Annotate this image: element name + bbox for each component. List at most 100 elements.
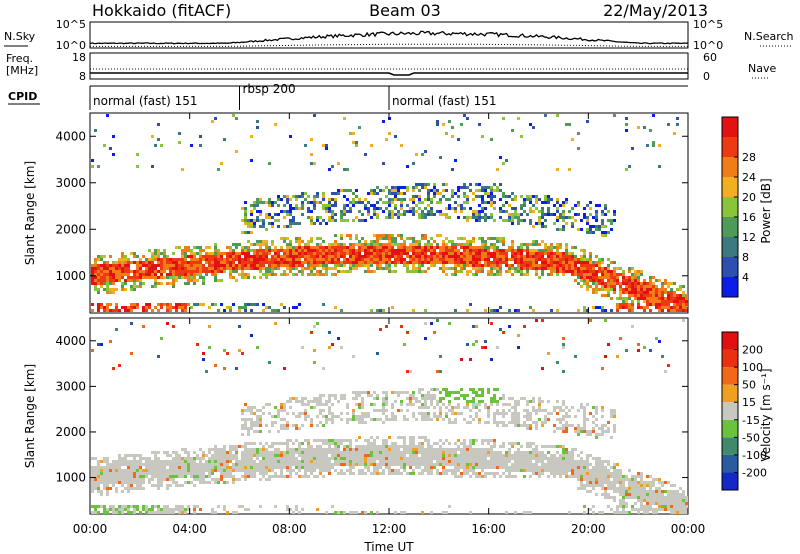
heatmap-cell: [409, 210, 412, 213]
heatmap-cell: [148, 457, 151, 460]
heatmap-cell: [442, 472, 445, 475]
heatmap-cell: [475, 463, 478, 466]
heatmap-cell: [562, 225, 565, 228]
heatmap-cell: [409, 258, 412, 261]
heatmap-cell: [313, 273, 316, 276]
heatmap-cell: [355, 249, 358, 252]
heatmap-cell: [424, 406, 427, 409]
heatmap-cell: [478, 255, 481, 258]
heatmap-cell: [472, 466, 475, 469]
heatmap-cell: [325, 252, 328, 255]
heatmap-cell: [289, 207, 292, 210]
heatmap-cell: [268, 258, 271, 261]
heatmap-cell: [595, 276, 598, 279]
heatmap-cell: [187, 267, 190, 270]
heatmap-cell: [454, 442, 457, 445]
heatmap-cell: [412, 439, 415, 442]
heatmap-cell: [391, 412, 394, 415]
heatmap-cell: [367, 415, 370, 418]
heatmap-cell: [418, 201, 421, 204]
heatmap-cell: [100, 460, 103, 463]
heatmap-cell: [640, 288, 643, 291]
heatmap-cell: [517, 451, 520, 454]
heatmap-cell: [349, 418, 352, 421]
heatmap-cell: [187, 279, 190, 282]
heatmap-cell: [370, 511, 373, 514]
heatmap-cell: [562, 210, 565, 213]
heatmap-cell: [643, 306, 646, 309]
heatmap-cell: [445, 213, 448, 216]
heatmap-cell: [424, 246, 427, 249]
heatmap-cell: [220, 454, 223, 457]
heatmap-cell: [250, 412, 253, 415]
heatmap-cell: [406, 252, 409, 255]
heatmap-cell: [184, 255, 187, 258]
heatmap-cell: [232, 243, 235, 246]
heatmap-cell: [295, 240, 298, 243]
heatmap-cell: [499, 237, 502, 240]
heatmap-cell: [109, 508, 112, 511]
heatmap-cell: [439, 391, 442, 394]
heatmap-cell: [313, 463, 316, 466]
heatmap-cell: [559, 204, 562, 207]
heatmap-cell: [328, 400, 331, 403]
heatmap-cell: [223, 463, 226, 466]
heatmap-cell: [385, 418, 388, 421]
heatmap-cell: [178, 303, 181, 306]
heatmap-cell: [400, 207, 403, 210]
heatmap-cell: [409, 472, 412, 475]
heatmap-cell: [193, 270, 196, 273]
heatmap-cell: [376, 234, 379, 237]
heatmap-cell: [244, 457, 247, 460]
heatmap-cell: [460, 270, 463, 273]
heatmap-cell: [214, 249, 217, 252]
heatmap-cell: [508, 451, 511, 454]
heatmap-cell: [256, 243, 259, 246]
heatmap-cell: [259, 409, 262, 412]
heatmap-cell: [376, 409, 379, 412]
heatmap-cell: [454, 448, 457, 451]
heatmap-cell: [190, 258, 193, 261]
heatmap-cell: [625, 297, 628, 300]
heatmap-cell: [424, 412, 427, 415]
heatmap-cell: [181, 475, 184, 478]
heatmap-cell: [292, 207, 295, 210]
heatmap-cell: [295, 306, 298, 309]
heatmap-cell: [211, 255, 214, 258]
noise-sky-line: [89, 30, 689, 45]
heatmap-cell: [340, 454, 343, 457]
heatmap-cell: [403, 469, 406, 472]
heatmap-cell: [466, 421, 469, 424]
heatmap-cell: [457, 412, 460, 415]
heatmap-cell: [265, 460, 268, 463]
heatmap-cell: [466, 460, 469, 463]
heatmap-cell: [265, 451, 268, 454]
heatmap-cell: [169, 270, 172, 273]
heatmap-cell: [310, 210, 313, 213]
heatmap-cell: [127, 505, 130, 508]
heatmap-cell: [562, 213, 565, 216]
heatmap-cell: [397, 391, 400, 394]
heatmap-cell: [130, 478, 133, 481]
heatmap-cell: [154, 457, 157, 460]
heatmap-cell: [226, 255, 229, 258]
heatmap-cell: [673, 132, 676, 135]
heatmap-cell: [319, 454, 322, 457]
heatmap-cell: [469, 460, 472, 463]
heatmap-cell: [661, 303, 664, 306]
heatmap-cell: [475, 415, 478, 418]
heatmap-cell: [610, 279, 613, 282]
heatmap-cell: [364, 511, 367, 514]
heatmap-cell: [622, 270, 625, 273]
heatmap-cell: [364, 472, 367, 475]
heatmap-cell: [214, 276, 217, 279]
heatmap-cell: [436, 258, 439, 261]
heatmap-cell: [148, 261, 151, 264]
heatmap-cell: [433, 246, 436, 249]
heatmap-cell: [175, 484, 178, 487]
heatmap-cell: [250, 159, 253, 162]
heatmap-cell: [181, 255, 184, 258]
heatmap-cell: [391, 270, 394, 273]
heatmap-cell: [184, 472, 187, 475]
heatmap-cell: [109, 279, 112, 282]
